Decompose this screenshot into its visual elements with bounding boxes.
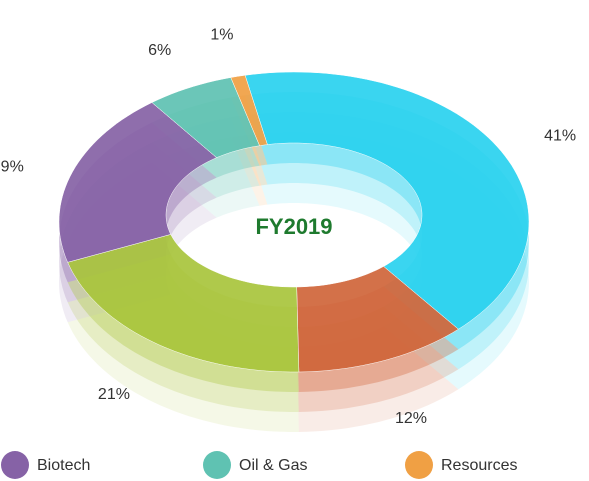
legend-label: Resources [441, 457, 517, 474]
donut-slice [230, 75, 268, 146]
donut-depth [230, 135, 268, 206]
legend-label: Biotech [37, 457, 90, 474]
data-label: 6% [148, 42, 171, 59]
data-label: 1% [210, 27, 233, 44]
data-label: 21% [98, 386, 130, 403]
legend-swatch [405, 451, 433, 479]
legend-label: Oil & Gas [239, 457, 307, 474]
donut-depth [67, 294, 299, 432]
legend-swatch [203, 451, 231, 479]
data-label: 41% [544, 128, 576, 145]
data-label: 19% [0, 159, 24, 176]
data-label: 12% [395, 410, 427, 427]
center-label: FY2019 [255, 214, 332, 239]
legend-swatch [1, 451, 29, 479]
